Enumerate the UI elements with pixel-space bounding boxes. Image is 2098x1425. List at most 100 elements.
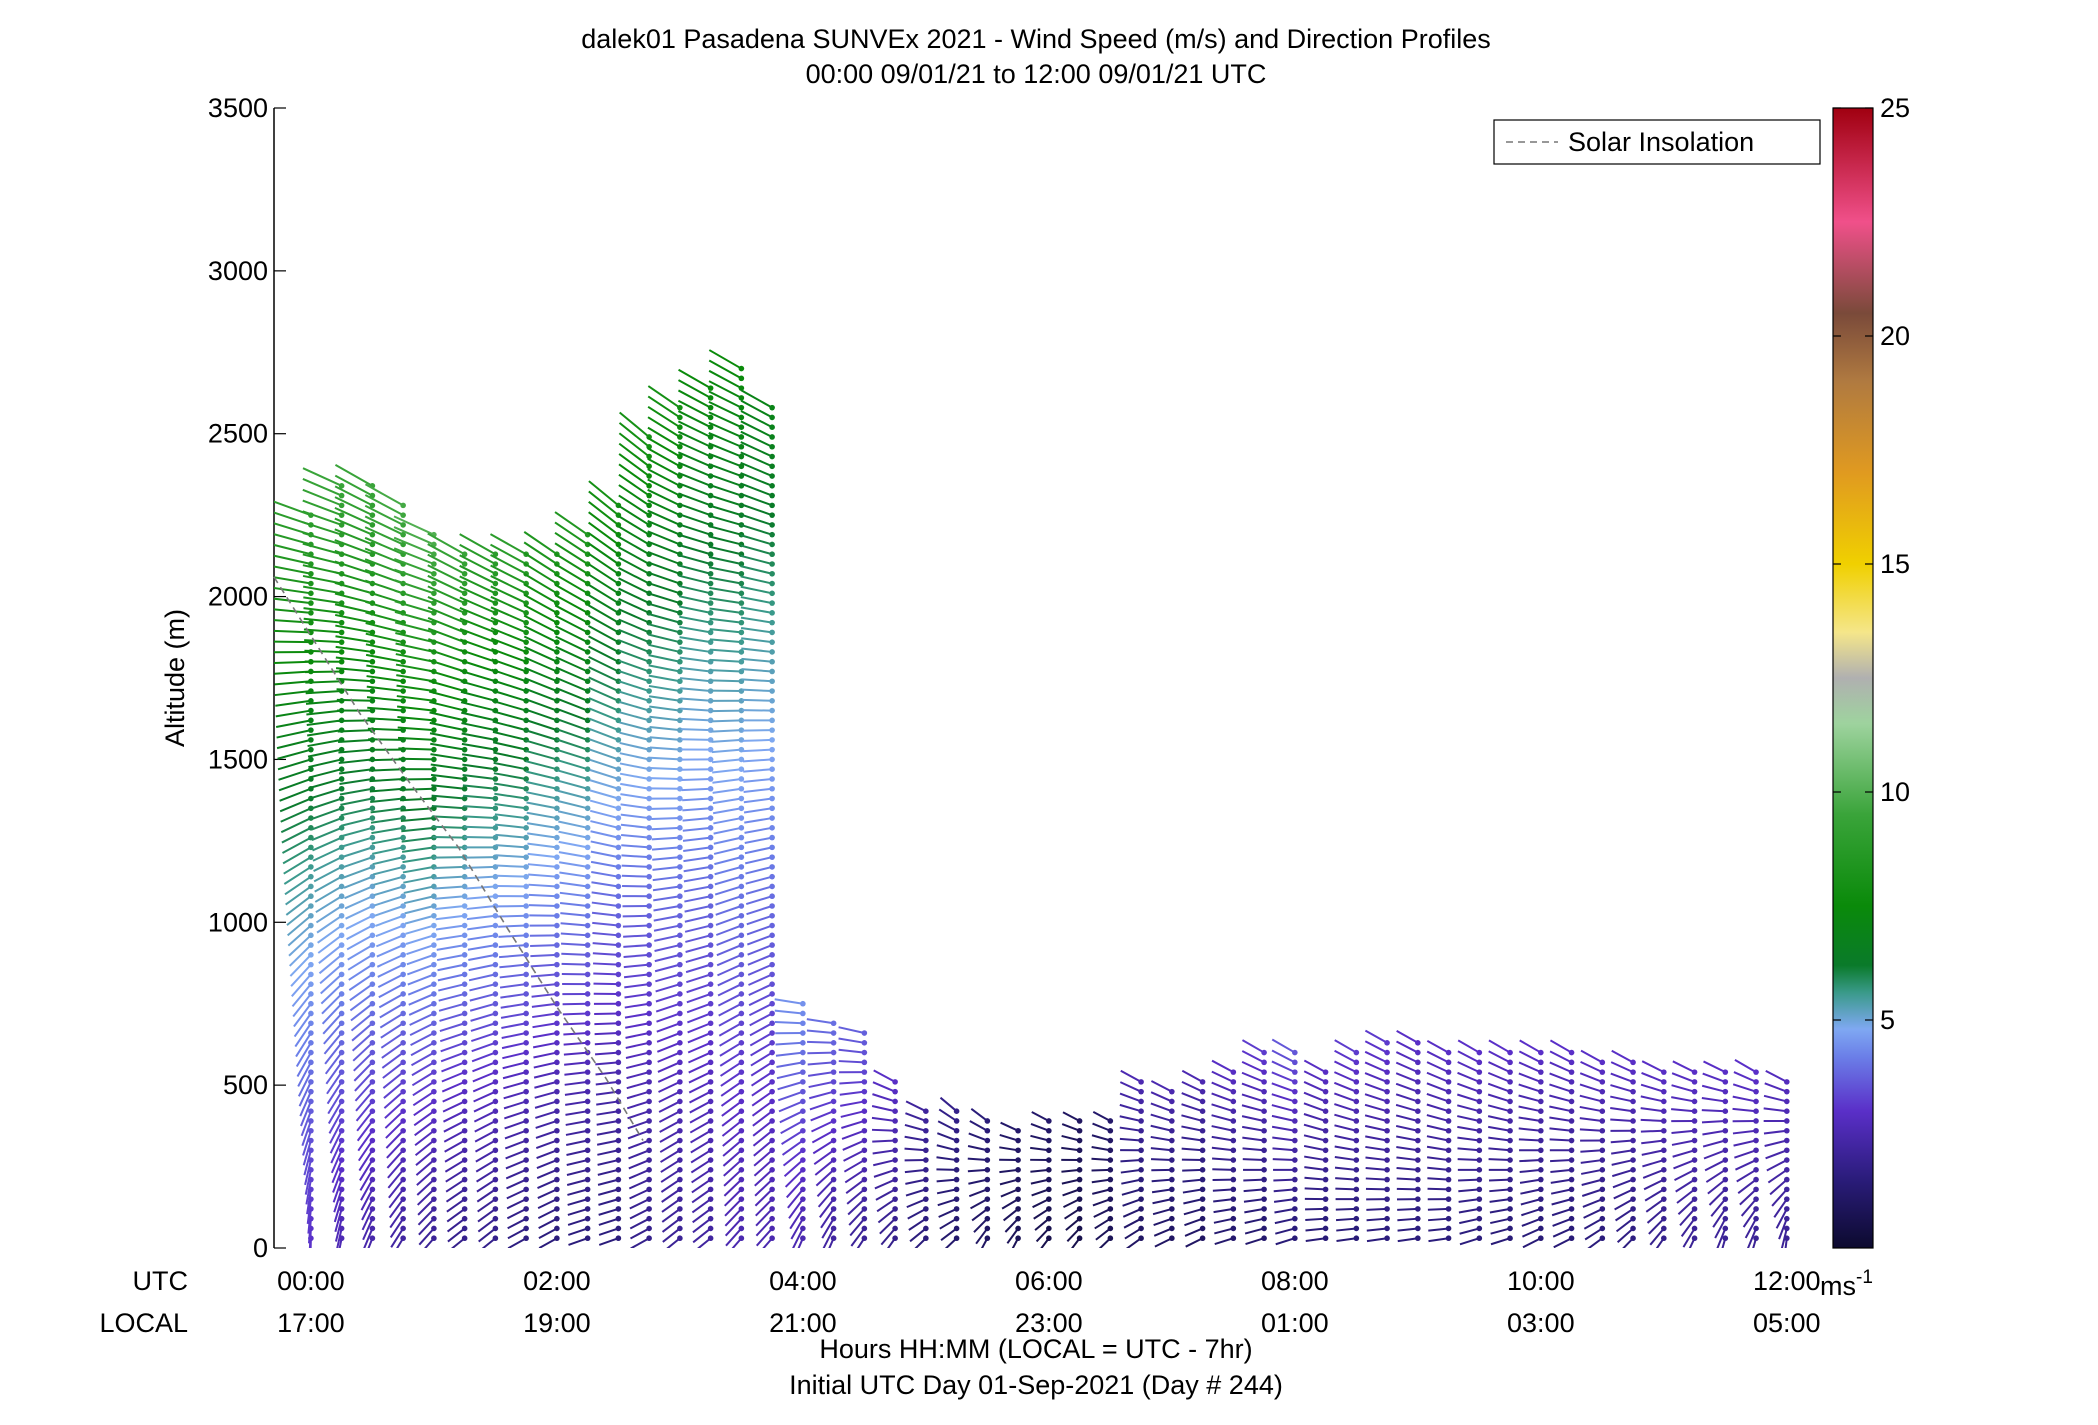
wind-barb-point [1784,1147,1790,1154]
wind-barb-stem [274,543,312,556]
wind-barb-stem [618,453,650,477]
wind-barb-stem [1091,1157,1111,1162]
wind-barb-point [646,864,652,870]
wind-barb-point [492,570,499,577]
wind-barb-point [923,1215,929,1222]
wind-barb-stem [873,1168,896,1178]
wind-barb-stem [340,807,373,817]
wind-barb-stem [1457,1158,1480,1162]
wind-barb-stem [1011,1237,1019,1248]
wind-barb-point [738,1235,745,1242]
wind-barb-stem [740,575,773,585]
wind-barb-point [769,737,775,743]
wind-barb-stem [1488,1147,1511,1152]
wind-barb-stem [1610,1072,1634,1083]
wind-barb-point [707,1079,714,1085]
wind-barb-stem [296,1052,312,1077]
wind-barb-stem [460,669,496,683]
wind-barb-stem [538,1237,558,1248]
wind-barb-stem [678,543,711,556]
wind-barb-point [646,1118,652,1124]
wind-barb-stem [811,1129,835,1144]
wind-barb-stem [1426,1061,1449,1074]
wind-barb-point [1691,1127,1698,1134]
wind-barb-stem [1064,1208,1081,1220]
wind-barb-point [615,551,622,558]
wind-barb-point [615,961,622,968]
wind-barb-stem [740,554,773,565]
wind-barb-stem [559,861,588,868]
wind-barb-stem [647,623,681,634]
wind-barb-stem [554,563,589,585]
wind-barb-point [554,834,560,841]
wind-barb-point [707,414,714,421]
wind-barb-point [400,1167,406,1173]
wind-barb-stem [274,690,312,697]
wind-barb-point [1568,1206,1575,1212]
wind-barb-stem [619,741,650,751]
wind-barb-point [646,1020,652,1027]
wind-barb-point [615,1059,622,1066]
wind-barb-stem [427,553,466,575]
wind-barb-point [308,698,314,704]
wind-barb-stem [411,1051,435,1067]
wind-barb-stem [1119,1092,1142,1103]
wind-barb-point [523,1030,529,1036]
wind-barb-stem [1550,1159,1572,1163]
wind-barb-point [738,707,745,714]
wind-barb-stem [300,1110,312,1137]
wind-barb-point [308,912,314,919]
wind-barb-stem [620,793,650,800]
wind-barb-stem [1365,1145,1388,1152]
wind-barb-stem [740,585,773,595]
wind-barb-stem [433,856,465,859]
wind-barb-stem [628,1159,650,1170]
wind-barb-stem [283,866,312,885]
wind-barb-stem [621,844,650,849]
wind-barb-point [615,776,622,782]
wind-barb-point [707,1098,714,1105]
wind-barb-point [738,629,745,636]
wind-barb-stem [781,1139,804,1156]
wind-barb-stem [297,1071,312,1097]
wind-barb-point [1784,1079,1790,1085]
wind-barb-point [923,1235,929,1242]
wind-barb-point [1538,1098,1544,1105]
wind-barb-point [646,912,652,919]
wind-barb-stem [680,738,711,741]
wind-barb-stem [659,1129,681,1143]
wind-barb-stem [649,715,680,722]
wind-barb-point [523,1225,529,1232]
wind-barb-stem [366,696,404,702]
wind-barb-point [1107,1235,1114,1242]
wind-barb-stem [321,1003,343,1025]
wind-barb-stem [382,1061,404,1079]
wind-barb-point [769,961,775,968]
wind-barb-stem [711,758,742,764]
wind-barb-stem [807,1071,834,1077]
wind-barb-point [892,1167,898,1173]
wind-barb-point [1784,1167,1790,1173]
wind-barb-stem [1364,1124,1388,1132]
wind-barb-point [584,1147,591,1154]
wind-barb-point [1507,1098,1513,1105]
wind-barb-stem [444,1159,466,1173]
wind-barb-stem [740,410,773,429]
wind-barb-point [1476,1147,1483,1154]
wind-barb-point [461,1215,468,1222]
wind-barb-stem [491,689,527,702]
wind-barb-point [800,1167,806,1173]
wind-barb-stem [914,1237,927,1248]
wind-barb-point [800,1088,806,1095]
wind-barb-stem [815,1169,835,1187]
wind-barb-point [308,1069,314,1075]
wind-barb-point [1015,1147,1021,1154]
wind-barb-point [1445,1147,1452,1154]
wind-barb-stem [402,865,435,874]
wind-barb-point [1538,1186,1544,1193]
wind-barb-stem [752,1120,773,1137]
wind-barb-point [431,561,437,567]
wind-barb-stem [554,511,589,536]
wind-barb-point [830,1108,837,1114]
wind-barb-point [707,688,714,694]
